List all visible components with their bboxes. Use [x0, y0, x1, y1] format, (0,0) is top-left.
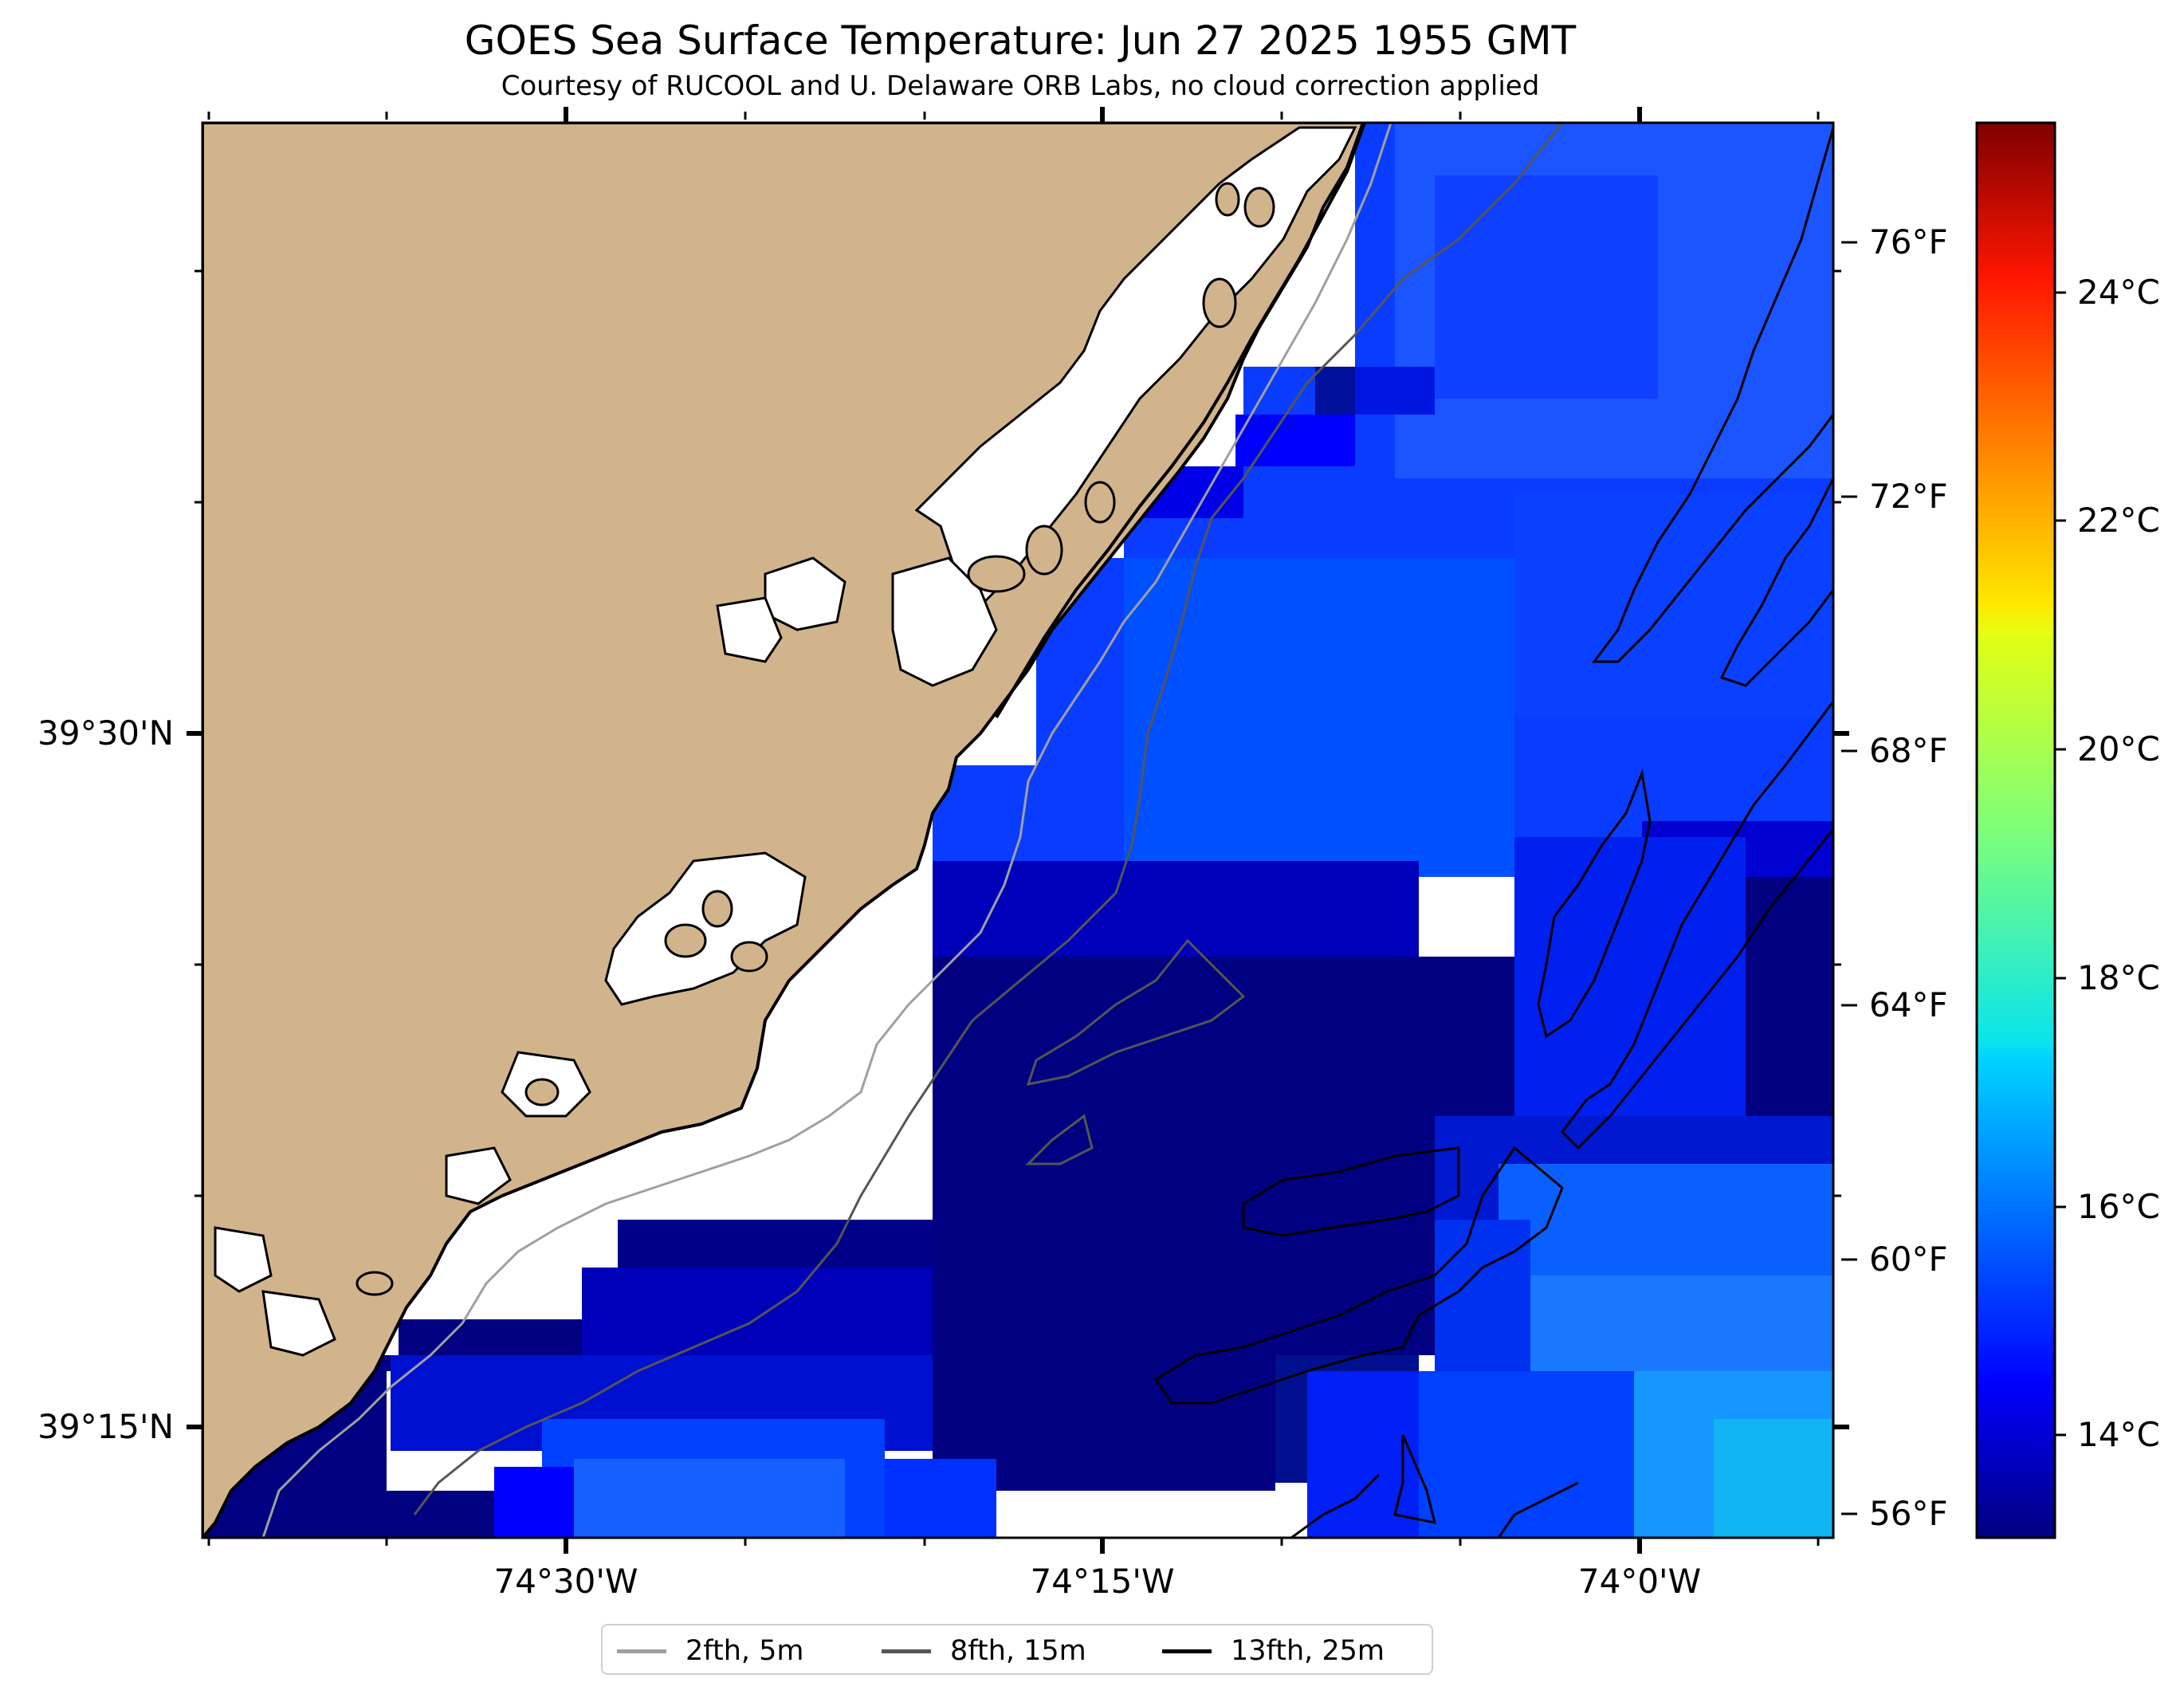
f-label-72: 72°F — [1869, 477, 1948, 516]
f-label-76: 76°F — [1869, 222, 1948, 261]
f-label-60: 60°F — [1869, 1240, 1948, 1279]
lat-ticks — [187, 269, 1849, 1429]
c-label-14: 14°C — [2077, 1415, 2160, 1454]
map-area — [202, 123, 1833, 1538]
legend-item-2fth: 2fth, 5m — [617, 1635, 804, 1667]
lon-label-74-0: 74°0'W — [1578, 1562, 1701, 1601]
lon-label-74-15: 74°15'W — [1031, 1562, 1175, 1601]
legend-swatch — [882, 1649, 931, 1653]
f-label-68: 68°F — [1869, 731, 1948, 770]
contour-legend: 2fth, 5m 8fth, 15m 13fth, 25m — [601, 1624, 1433, 1675]
c-label-16: 16°C — [2077, 1187, 2160, 1226]
f-label-64: 64°F — [1869, 985, 1948, 1024]
islands — [355, 182, 1275, 1296]
colorbar — [1975, 121, 2056, 1539]
lat-label-39-30: 39°30'N — [37, 713, 174, 753]
legend-item-13fth: 13fth, 25m — [1162, 1635, 1385, 1667]
f-label-56: 56°F — [1869, 1494, 1948, 1533]
legend-swatch — [617, 1649, 666, 1653]
c-label-20: 20°C — [2077, 729, 2160, 768]
legend-label: 2fth, 5m — [685, 1635, 804, 1667]
lon-ticks — [207, 107, 1820, 1554]
lat-label-39-15: 39°15'N — [37, 1407, 174, 1446]
bays — [214, 126, 1357, 1357]
sst-raster — [202, 123, 1833, 1538]
map-title: GOES Sea Surface Temperature: Jun 27 202… — [464, 18, 1577, 64]
legend-label: 13fth, 25m — [1231, 1635, 1385, 1667]
contour-2fth — [261, 123, 1392, 1538]
legend-label: 8fth, 15m — [950, 1635, 1086, 1667]
c-label-24: 24°C — [2077, 273, 2160, 312]
contour-8fth — [413, 123, 1564, 1515]
contour-13fth — [1242, 1146, 1460, 1237]
lon-label-74-30: 74°30'W — [494, 1562, 638, 1601]
map-frame — [201, 121, 1835, 1539]
c-label-22: 22°C — [2077, 501, 2160, 540]
legend-swatch — [1162, 1649, 1212, 1653]
bathymetry-contours — [261, 123, 1833, 1538]
map-subtitle: Courtesy of RUCOOL and U. Delaware ORB L… — [501, 70, 1540, 102]
c-label-18: 18°C — [2077, 958, 2160, 997]
legend-item-8fth: 8fth, 15m — [882, 1635, 1086, 1667]
